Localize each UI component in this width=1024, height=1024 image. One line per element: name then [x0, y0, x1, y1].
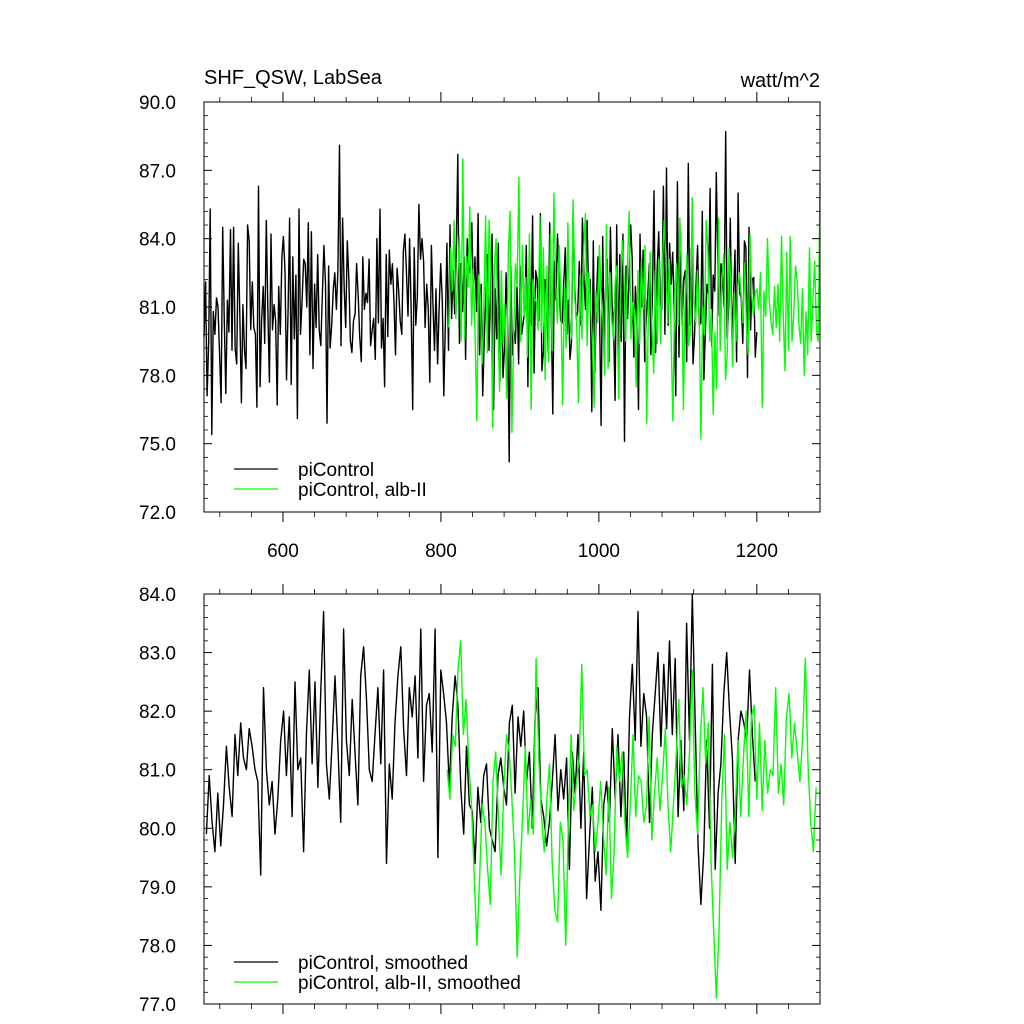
y-tick-label: 80.0: [139, 819, 176, 840]
series-line-bottom-control: [205, 593, 756, 911]
bottom-line-alb: [446, 640, 817, 999]
y-tick-label: 81.0: [139, 298, 176, 319]
top-line-alb: [448, 158, 821, 440]
y-tick-label: 82.0: [139, 702, 176, 723]
x-tick-label: 600: [267, 541, 299, 562]
y-tick-label: 81.0: [139, 761, 176, 782]
y-tick-label: 78.0: [139, 936, 176, 957]
series-line-bottom-alb: [446, 640, 817, 999]
x-tick-label: 1200: [736, 541, 778, 562]
units-label: watt/m^2: [740, 70, 820, 92]
y-tick-label: 78.0: [139, 366, 176, 387]
y-tick-label: 84.0: [139, 585, 176, 606]
y-tick-label: 87.0: [139, 161, 176, 182]
legend-label-control: piControl: [298, 460, 374, 481]
top-axes: 72.0 75.0 78.0 81.0 84.0 87.0 90.0 600 800 1000 12…: [139, 92, 820, 562]
bottom-axes: 77.0 78.0 79.0 80.0 81.0 82.0 83.0 84.0: [139, 584, 820, 1016]
y-tick-label: 72.0: [139, 503, 176, 524]
bottom-chart: 77.0 78.0 79.0 80.0 81.0 82.0 83.0 84.0 piContr…: [139, 584, 821, 1016]
y-tick-label: 84.0: [139, 230, 176, 251]
y-tick-label: 83.0: [139, 644, 176, 665]
x-tick-label: 1000: [578, 541, 620, 562]
legend-label-alb: piControl, alb-II: [298, 480, 427, 501]
series-line-top-alb: [448, 158, 821, 440]
top-chart: 72.0 75.0 78.0 81.0 84.0 87.0 90.0 600 800 1000 12…: [139, 92, 821, 562]
top-legend: piControl piControl, alb-II: [234, 460, 427, 501]
y-tick-label: 77.0: [139, 995, 176, 1016]
bottom-plot-frame: [203, 593, 821, 1005]
bottom-line-control: [205, 593, 756, 911]
x-tick-label: 800: [425, 541, 457, 562]
bottom-legend: piControl, smoothed piControl, alb-II, s…: [234, 953, 521, 994]
y-tick-label: 75.0: [139, 435, 176, 456]
legend-label-control-smoothed: piControl, smoothed: [298, 953, 468, 974]
y-tick-label: 79.0: [139, 878, 176, 899]
legend-label-alb-smoothed: piControl, alb-II, smoothed: [298, 973, 521, 994]
y-tick-label: 90.0: [139, 93, 176, 114]
figure-title: SHF_QSW, LabSea: [204, 67, 383, 89]
